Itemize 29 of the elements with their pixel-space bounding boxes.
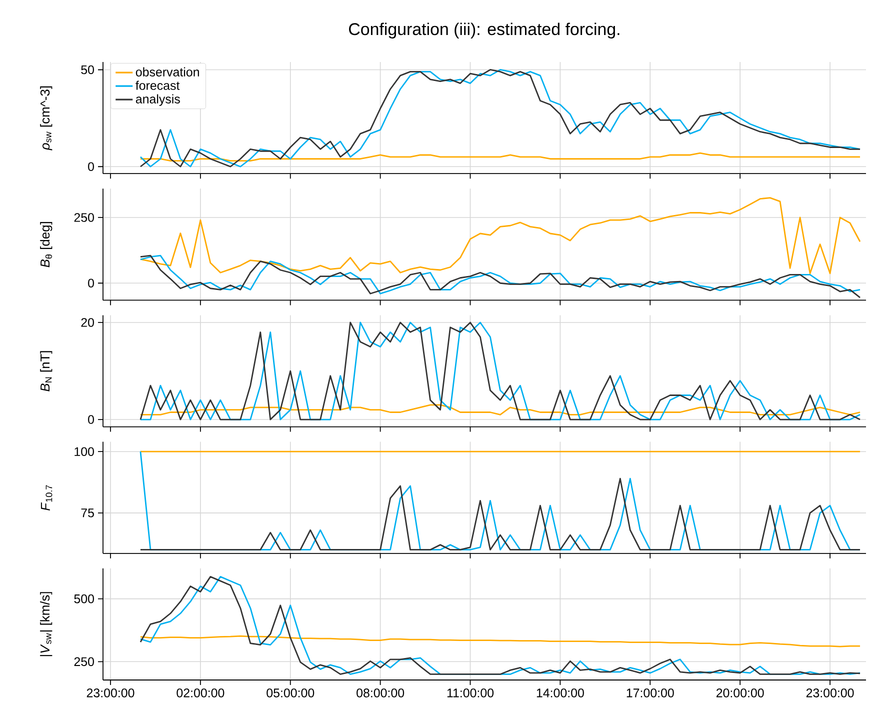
y-tick-label: 20: [81, 318, 94, 327]
y-axis-title: |V$_{sw}$| [km/s]: [40, 592, 52, 656]
x-tick-label: 23:00:00: [806, 688, 854, 698]
y-tick-label: 250: [74, 213, 94, 222]
legend-label: forecast: [136, 80, 180, 90]
y-axis-title: F$_{10.7}$: [40, 485, 52, 511]
y-tick-label: 100: [74, 447, 94, 456]
legend-label: observation: [136, 67, 199, 76]
x-tick-label: 20:00:00: [716, 688, 764, 698]
y-axis-title: ρ$_{sw}$ [cm^-3]: [40, 86, 52, 150]
legend-label: analysis: [136, 94, 180, 106]
x-tick-label: 23:00:00: [86, 688, 134, 698]
line-series: [140, 197, 861, 274]
chart-title: Configuration (iii): estimated forcing.: [349, 22, 620, 38]
y-axis-title: B$_{θ}$ [deg]: [40, 222, 52, 268]
y-tick-label: 0: [88, 278, 94, 288]
x-tick-label: 02:00:00: [176, 688, 224, 698]
x-tick-label: 11:00:00: [447, 688, 494, 698]
y-tick-label: 500: [74, 594, 94, 604]
x-tick-label: 05:00:00: [266, 688, 314, 698]
y-tick-label: 0: [88, 415, 94, 424]
y-tick-label: 75: [81, 508, 94, 518]
x-tick-label: 08:00:00: [356, 688, 404, 698]
x-tick-label: 17:00:00: [626, 688, 674, 698]
x-tick-label: 14:00:00: [536, 688, 584, 698]
y-axis-title: B$_{N}$ [nT]: [40, 351, 52, 392]
y-tick-label: 250: [74, 657, 94, 666]
y-tick-label: 50: [81, 65, 94, 74]
y-tick-label: 0: [88, 162, 94, 172]
